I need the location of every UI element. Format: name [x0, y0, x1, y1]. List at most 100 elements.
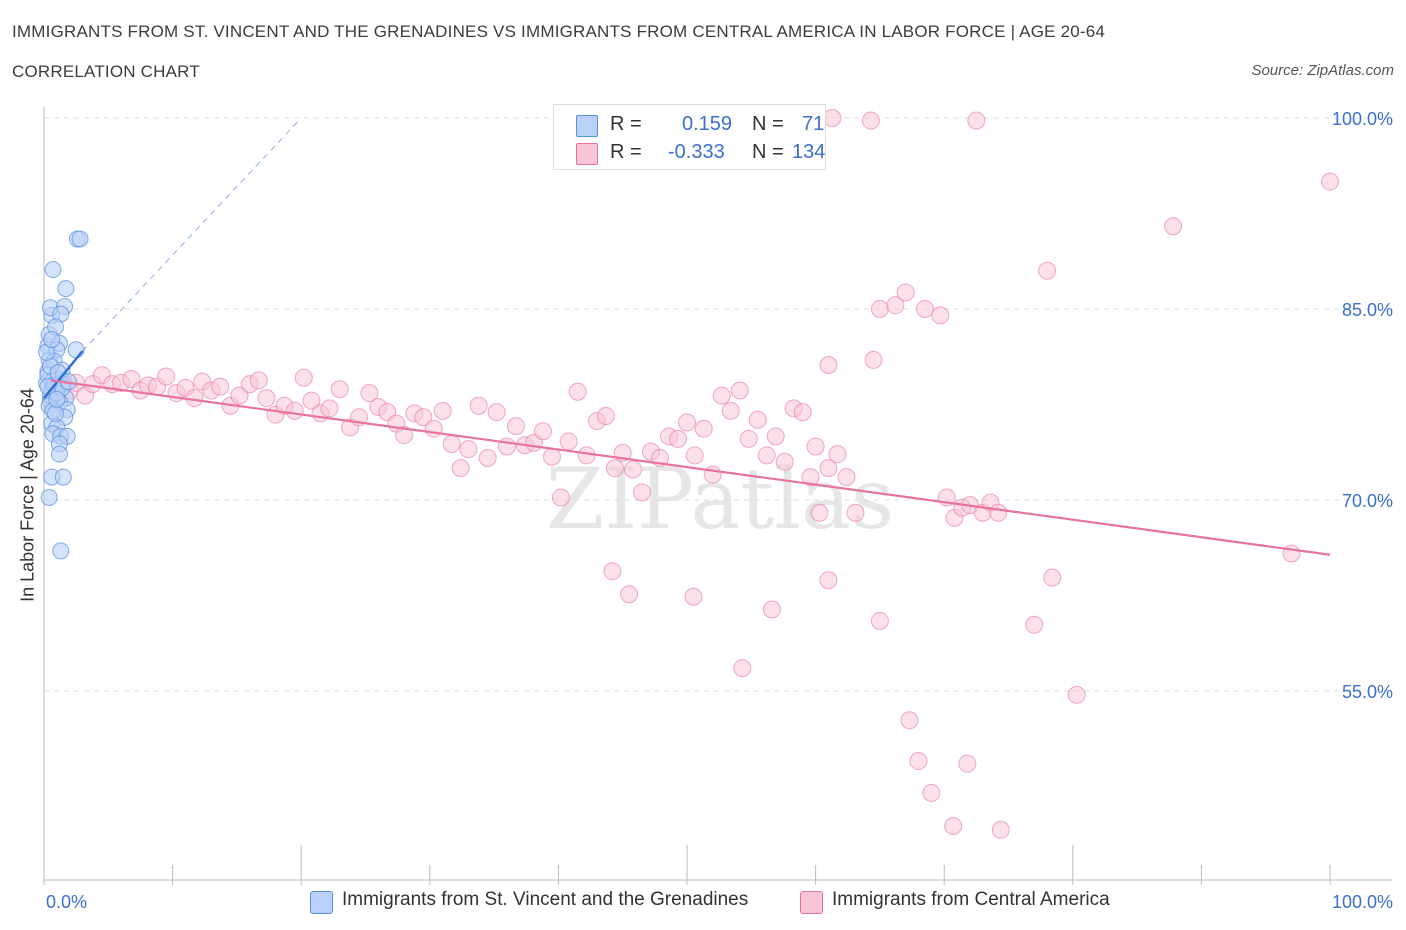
data-point-central-america — [900, 711, 919, 730]
data-point-central-america — [806, 437, 825, 456]
data-point-central-america — [684, 587, 703, 606]
data-point-central-america — [1164, 217, 1183, 236]
r-value: 0.159 — [682, 113, 733, 135]
data-point-central-america — [620, 585, 639, 604]
data-point-central-america — [931, 306, 950, 325]
data-point-central-america — [766, 427, 785, 446]
data-point-central-america — [1038, 261, 1057, 280]
data-point-central-america — [819, 459, 838, 478]
data-point-central-america — [748, 410, 767, 429]
data-point-central-america — [733, 659, 752, 678]
data-point-central-america — [442, 434, 461, 453]
data-point-central-america — [819, 571, 838, 590]
data-point-central-america — [864, 350, 883, 369]
series-st-vincent — [38, 230, 89, 560]
x-tick-labels: 0.0% 100.0% — [46, 892, 1393, 912]
data-point-central-america — [668, 429, 687, 448]
data-point-central-america — [603, 562, 622, 581]
data-point-central-america — [533, 422, 552, 441]
data-point-central-america — [414, 408, 433, 427]
legend-swatch-pink — [800, 891, 823, 914]
n-label: N = — [752, 113, 784, 135]
data-point-central-america — [577, 446, 596, 465]
data-point-st-vincent — [57, 280, 75, 298]
data-point-central-america — [551, 488, 570, 507]
data-point-st-vincent — [43, 331, 61, 349]
data-point-central-america — [793, 403, 812, 422]
y-tick-label: 85.0% — [1342, 300, 1393, 320]
data-point-central-america — [1043, 568, 1062, 587]
data-point-st-vincent — [54, 468, 72, 486]
data-point-central-america — [739, 429, 758, 448]
data-point-central-america — [424, 419, 443, 438]
chart-title: IMMIGRANTS FROM ST. VINCENT AND THE GREN… — [12, 22, 1106, 41]
data-point-central-america — [922, 783, 941, 802]
data-point-central-america — [757, 446, 776, 465]
data-point-central-america — [459, 440, 478, 459]
data-point-central-america — [870, 300, 889, 318]
data-point-central-america — [433, 401, 452, 420]
chart-subtitle: CORRELATION CHART — [12, 62, 200, 81]
data-point-central-america — [703, 465, 722, 484]
data-point-central-america — [823, 109, 842, 127]
n-value: 71 — [802, 113, 825, 135]
y-axis-label: In Labor Force | Age 20-64 — [17, 388, 38, 602]
data-point-central-america — [487, 403, 506, 422]
data-point-central-america — [320, 399, 339, 418]
y-tick-label: 55.0% — [1342, 682, 1393, 702]
data-point-central-america — [989, 503, 1008, 522]
legend-label: Immigrants from St. Vincent and the Gren… — [342, 889, 749, 910]
legend-label: Immigrants from Central America — [832, 889, 1110, 910]
data-point-central-america — [775, 452, 794, 471]
source-note: Source: ZipAtlas.com — [1251, 62, 1394, 79]
data-point-central-america — [721, 401, 740, 420]
series-central-america — [45, 109, 1339, 839]
data-point-central-america — [623, 460, 642, 479]
data-point-st-vincent — [40, 488, 58, 506]
data-point-central-america — [828, 445, 847, 464]
x-tick-label: 100.0% — [1332, 892, 1393, 912]
watermark: ZIPatlas — [546, 450, 894, 548]
data-point-central-america — [909, 752, 928, 771]
data-point-central-america — [294, 368, 313, 387]
data-point-central-america — [1282, 544, 1301, 563]
data-point-central-america — [559, 432, 578, 451]
trend-line-st-vincent-extension — [82, 117, 302, 352]
data-point-central-america — [915, 300, 934, 318]
trend-line-st-vincent — [43, 350, 84, 399]
data-point-central-america — [1067, 685, 1086, 704]
data-point-central-america — [944, 816, 963, 835]
r-label: R = — [610, 113, 642, 135]
data-point-central-america — [330, 380, 349, 399]
legend-swatch-blue — [576, 115, 598, 137]
data-point-st-vincent — [47, 404, 65, 422]
data-point-central-america — [861, 111, 880, 130]
legend-swatch-pink — [576, 143, 598, 165]
data-point-central-america — [991, 820, 1010, 839]
data-point-central-america — [596, 406, 615, 425]
y-tick-label: 70.0% — [1342, 491, 1393, 511]
data-point-central-america — [285, 401, 304, 420]
n-value: 134 — [792, 141, 826, 163]
data-point-central-america — [819, 356, 838, 375]
data-point-st-vincent — [48, 390, 66, 408]
data-point-st-vincent — [52, 542, 70, 560]
r-value: -0.333 — [668, 141, 725, 163]
data-point-central-america — [685, 446, 704, 465]
data-point-central-america — [469, 396, 488, 415]
data-point-central-america — [360, 384, 379, 403]
data-point-central-america — [249, 371, 268, 390]
legend-swatch-blue — [310, 891, 333, 914]
data-point-central-america — [157, 367, 176, 386]
data-point-central-america — [497, 437, 516, 456]
data-point-central-america — [694, 419, 713, 438]
data-point-central-america — [568, 382, 587, 401]
x-tick-label: 0.0% — [46, 892, 87, 912]
data-point-central-america — [257, 389, 276, 408]
data-point-central-america — [1025, 615, 1044, 634]
data-point-central-america — [605, 459, 624, 478]
y-tick-label: 100.0% — [1332, 109, 1393, 129]
data-point-central-america — [506, 417, 525, 436]
data-point-central-america — [762, 600, 781, 619]
data-point-st-vincent — [44, 261, 62, 279]
